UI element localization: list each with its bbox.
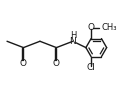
Text: O: O <box>20 59 27 68</box>
Text: N: N <box>70 37 76 46</box>
Text: CH₃: CH₃ <box>102 23 117 32</box>
Text: Cl: Cl <box>87 63 95 72</box>
Text: O: O <box>53 59 60 68</box>
Text: O: O <box>88 23 95 32</box>
Text: H: H <box>70 31 76 40</box>
